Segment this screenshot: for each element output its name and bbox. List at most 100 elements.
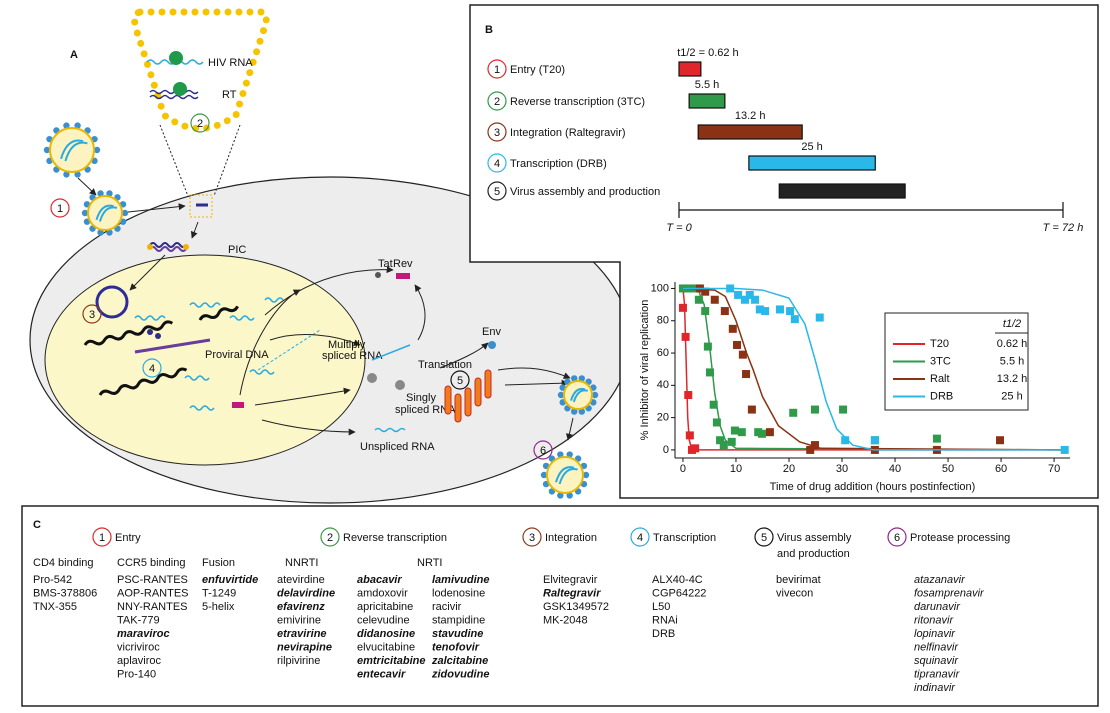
drug-name: emivirine bbox=[277, 614, 321, 626]
dna-strand bbox=[149, 94, 199, 100]
data-point bbox=[932, 434, 941, 443]
data-point bbox=[1060, 445, 1069, 454]
arrow bbox=[127, 203, 186, 213]
data-point bbox=[716, 436, 725, 445]
virion-rna bbox=[98, 206, 118, 222]
data-point bbox=[747, 405, 756, 414]
spliced-rna bbox=[257, 329, 321, 371]
subgroup-heading: Fusion bbox=[202, 557, 235, 569]
viral-rna bbox=[189, 302, 221, 308]
data-point bbox=[839, 405, 848, 414]
step-name: Virus assembly and production bbox=[510, 186, 660, 198]
data-point bbox=[745, 290, 754, 299]
drug-name: L50 bbox=[652, 601, 670, 613]
arrow bbox=[414, 284, 426, 341]
x-tick-label: 70 bbox=[1048, 463, 1060, 475]
data-point bbox=[757, 429, 766, 438]
data-point bbox=[684, 391, 693, 400]
drug-name: tipranavir bbox=[914, 668, 961, 680]
step-number: 4 bbox=[149, 363, 155, 375]
label: Multiply bbox=[328, 339, 366, 351]
drug-name: PSC-RANTES bbox=[117, 574, 188, 586]
virion-spike bbox=[582, 471, 590, 479]
arrow bbox=[439, 342, 489, 369]
label: Translation bbox=[418, 359, 472, 371]
drug-name: BMS-378806 bbox=[33, 587, 97, 599]
step-number: 4 bbox=[637, 532, 643, 544]
gag-polyprotein bbox=[454, 393, 462, 423]
drug-name: RNAi bbox=[652, 614, 678, 626]
label: HIV RNA bbox=[208, 57, 253, 69]
drug-name: ritonavir bbox=[914, 614, 954, 626]
step-number: 1 bbox=[57, 203, 63, 215]
subgroup-heading: CCR5 binding bbox=[117, 557, 185, 569]
data-point bbox=[705, 368, 714, 377]
virion-spike bbox=[63, 171, 70, 178]
panel-label: B bbox=[485, 24, 493, 36]
step-circle bbox=[487, 153, 507, 173]
step-bar bbox=[688, 93, 726, 109]
step-circle bbox=[142, 358, 162, 378]
virion-spike bbox=[97, 190, 104, 197]
step-circle bbox=[320, 527, 340, 547]
step-number: 3 bbox=[494, 127, 500, 139]
drug-name: nelfinavir bbox=[914, 641, 959, 653]
step-number: 5 bbox=[494, 186, 500, 198]
gag-polyprotein bbox=[484, 369, 492, 399]
legend-half-life: 5.5 h bbox=[1000, 355, 1024, 367]
step-bar bbox=[697, 124, 803, 140]
step-number: 6 bbox=[894, 532, 900, 544]
drug-name: vicriviroc bbox=[117, 641, 160, 653]
label: spliced RNA bbox=[395, 404, 456, 416]
label: RT bbox=[222, 89, 237, 101]
label: PIC bbox=[228, 244, 246, 256]
drug-name: ALX40-4C bbox=[652, 574, 703, 586]
data-point bbox=[996, 436, 1005, 445]
virion-rna bbox=[64, 141, 88, 162]
legend-name: Ralt bbox=[930, 373, 950, 385]
step-number: 1 bbox=[494, 64, 500, 76]
fit-line bbox=[682, 287, 1065, 451]
label: Tat bbox=[378, 258, 393, 270]
virion-rna bbox=[95, 204, 114, 221]
drug-name: elvucitabine bbox=[357, 641, 415, 653]
data-point bbox=[815, 313, 824, 322]
step-circle bbox=[92, 527, 112, 547]
step-circle bbox=[487, 122, 507, 142]
data-point bbox=[790, 315, 799, 324]
drug-name: apricitabine bbox=[357, 601, 413, 613]
legend-half-life: 13.2 h bbox=[997, 373, 1028, 385]
drug-name: didanosine bbox=[357, 628, 415, 640]
step-number: 2 bbox=[327, 532, 333, 544]
data-point bbox=[685, 431, 694, 440]
step-bar bbox=[678, 61, 702, 77]
group-title: Protease processing bbox=[910, 532, 1010, 544]
pic-dot bbox=[147, 244, 153, 250]
viral-rna bbox=[229, 315, 255, 321]
viral-rna bbox=[189, 405, 215, 411]
drug-name: indinavir bbox=[914, 682, 956, 694]
data-point bbox=[727, 437, 736, 446]
drug-name: AOP-RANTES bbox=[117, 587, 189, 599]
viral-rna bbox=[264, 297, 284, 303]
data-point bbox=[701, 287, 710, 296]
legend-title: t1/2 bbox=[1003, 318, 1021, 330]
virion bbox=[546, 456, 584, 494]
drug-name: atevirdine bbox=[277, 574, 325, 586]
virion-spike bbox=[74, 171, 81, 178]
x-tick-label: 30 bbox=[836, 463, 848, 475]
ribosome-rna bbox=[371, 344, 411, 361]
y-tick-label: 20 bbox=[657, 412, 669, 424]
rev-rna bbox=[232, 402, 244, 408]
inset-outline bbox=[131, 8, 270, 132]
legend-half-life: 0.62 h bbox=[997, 338, 1028, 350]
drug-name: bevirimat bbox=[776, 574, 821, 586]
host-dna bbox=[83, 320, 174, 346]
data-point bbox=[709, 400, 718, 409]
y-tick-label: 100 bbox=[651, 282, 669, 294]
arrow bbox=[77, 177, 97, 196]
drug-name: T-1249 bbox=[202, 587, 236, 599]
data-point bbox=[730, 426, 739, 435]
drug-name: lopinavir bbox=[914, 628, 956, 640]
virion-spike bbox=[591, 391, 599, 399]
